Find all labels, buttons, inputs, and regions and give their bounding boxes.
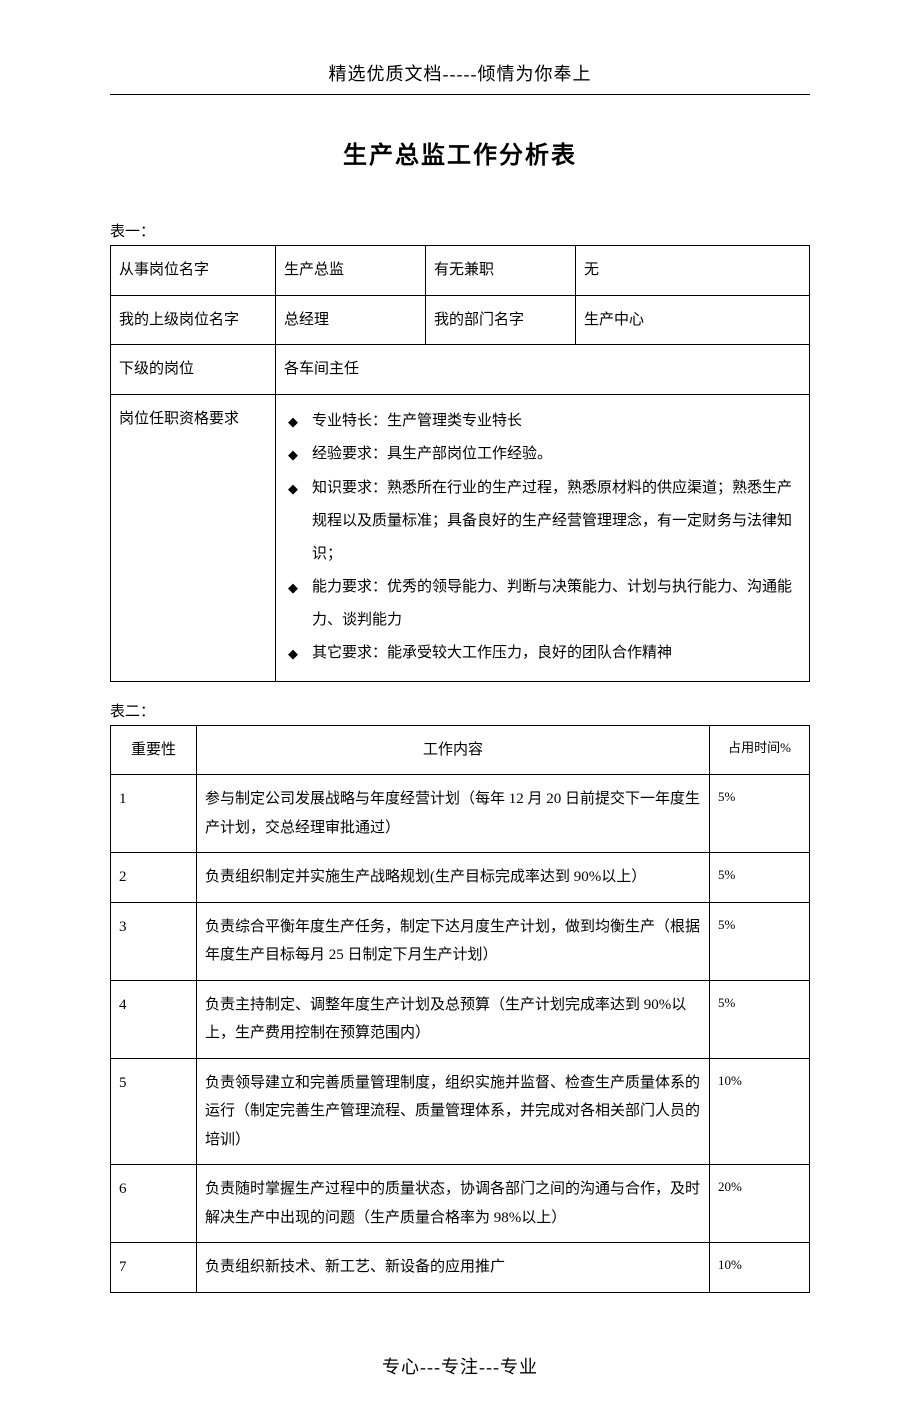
page-header: 精选优质文档-----倾情为你奉上 [110,60,810,95]
row-time: 5% [710,980,810,1058]
t1-qualification-label: 岗位任职资格要求 [111,394,276,681]
diamond-icon: ◆ [288,571,298,605]
t2-header-importance: 重要性 [111,725,197,775]
t1-position-label: 从事岗位名字 [111,246,276,296]
row-content: 负责组织新技术、新工艺、新设备的应用推广 [197,1243,710,1293]
diamond-icon: ◆ [288,438,298,472]
row-importance: 6 [111,1165,197,1243]
row-content: 负责综合平衡年度生产任务，制定下达月度生产计划，做到均衡生产（根据年度生产目标每… [197,902,710,980]
table-row: 3负责综合平衡年度生产任务，制定下达月度生产计划，做到均衡生产（根据年度生产目标… [111,902,810,980]
bullet-text: 其它要求：能承受较大工作压力，良好的团队合作精神 [312,637,801,670]
diamond-icon: ◆ [288,637,298,671]
t2-header-time: 占用时间% [710,725,810,775]
bullet-text: 经验要求：具生产部岗位工作经验。 [312,438,801,471]
row-time: 20% [710,1165,810,1243]
t1-subordinate-label: 下级的岗位 [111,345,276,395]
qualification-bullets: ◆ 专业特长：生产管理类专业特长 ◆ 经验要求：具生产部岗位工作经验。 ◆ 知识要求：熟悉… [284,405,801,671]
table-row: 7负责组织新技术、新工艺、新设备的应用推广10% [111,1243,810,1293]
table-row: 5负责领导建立和完善质量管理制度，组织实施并监督、检查生产质量体系的运行（制定完… [111,1058,810,1165]
t1-parttime-label: 有无兼职 [426,246,576,296]
row-importance: 2 [111,853,197,903]
table-row: 6负责随时掌握生产过程中的质量状态，协调各部门之间的沟通与合作，及时解决生产中出… [111,1165,810,1243]
t1-subordinate-value: 各车间主任 [276,345,810,395]
qualification-bullet-item: ◆ 能力要求：优秀的领导能力、判断与决策能力、计划与执行能力、沟通能力、谈判能力 [288,571,801,637]
row-time: 10% [710,1243,810,1293]
t1-position-value: 生产总监 [276,246,426,296]
diamond-icon: ◆ [288,472,298,506]
t2-header-content: 工作内容 [197,725,710,775]
row-content: 参与制定公司发展战略与年度经营计划（每年 12 月 20 日前提交下一年度生产计… [197,775,710,853]
row-importance: 1 [111,775,197,853]
diamond-icon: ◆ [288,405,298,439]
row-importance: 4 [111,980,197,1058]
t1-superior-value: 总经理 [276,295,426,345]
row-importance: 7 [111,1243,197,1293]
row-time: 5% [710,853,810,903]
row-importance: 5 [111,1058,197,1165]
table-row: 1参与制定公司发展战略与年度经营计划（每年 12 月 20 日前提交下一年度生产… [111,775,810,853]
page-footer: 专心---专注---专业 [110,1353,810,1379]
row-time: 10% [710,1058,810,1165]
row-importance: 3 [111,902,197,980]
qualification-bullet-item: ◆ 专业特长：生产管理类专业特长 [288,405,801,439]
bullet-text: 能力要求：优秀的领导能力、判断与决策能力、计划与执行能力、沟通能力、谈判能力 [312,571,801,637]
table1-label: 表一： [110,220,810,241]
row-time: 5% [710,902,810,980]
row-content: 负责领导建立和完善质量管理制度，组织实施并监督、检查生产质量体系的运行（制定完善… [197,1058,710,1165]
table-one: 从事岗位名字 生产总监 有无兼职 无 我的上级岗位名字 总经理 我的部门名字 生… [110,245,810,682]
row-content: 负责主持制定、调整年度生产计划及总预算（生产计划完成率达到 90%以上，生产费用… [197,980,710,1058]
t1-qualification-value: ◆ 专业特长：生产管理类专业特长 ◆ 经验要求：具生产部岗位工作经验。 ◆ 知识要求：熟悉… [276,394,810,681]
t1-dept-value: 生产中心 [576,295,810,345]
qualification-bullet-item: ◆ 其它要求：能承受较大工作压力，良好的团队合作精神 [288,637,801,671]
row-time: 5% [710,775,810,853]
table-row: 2负责组织制定并实施生产战略规划(生产目标完成率达到 90%以上）5% [111,853,810,903]
qualification-bullet-item: ◆ 知识要求：熟悉所在行业的生产过程，熟悉原材料的供应渠道；熟悉生产规程以及质量标… [288,472,801,571]
qualification-bullet-item: ◆ 经验要求：具生产部岗位工作经验。 [288,438,801,472]
bullet-text: 专业特长：生产管理类专业特长 [312,405,801,438]
bullet-text: 知识要求：熟悉所在行业的生产过程，熟悉原材料的供应渠道；熟悉生产规程以及质量标准… [312,472,801,571]
row-content: 负责组织制定并实施生产战略规划(生产目标完成率达到 90%以上） [197,853,710,903]
t1-dept-label: 我的部门名字 [426,295,576,345]
table-two: 重要性 工作内容 占用时间% 1参与制定公司发展战略与年度经营计划（每年 12 … [110,725,810,1293]
table2-label: 表二： [110,700,810,721]
document-title: 生产总监工作分析表 [110,135,810,170]
t1-parttime-value: 无 [576,246,810,296]
row-content: 负责随时掌握生产过程中的质量状态，协调各部门之间的沟通与合作，及时解决生产中出现… [197,1165,710,1243]
table-row: 4负责主持制定、调整年度生产计划及总预算（生产计划完成率达到 90%以上，生产费… [111,980,810,1058]
t1-superior-label: 我的上级岗位名字 [111,295,276,345]
